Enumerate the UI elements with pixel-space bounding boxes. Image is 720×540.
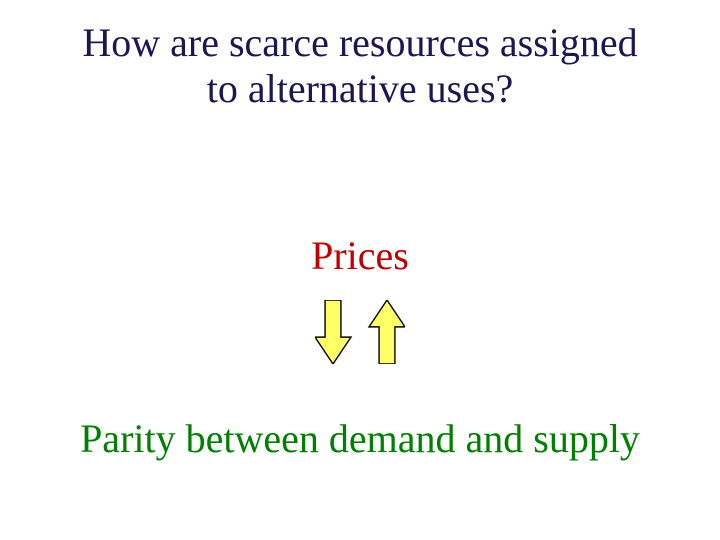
title-line-2: to alternative uses? <box>0 66 720 112</box>
parity-label: Parity between demand and supply <box>0 415 720 462</box>
slide: How are scarce resources assigned to alt… <box>0 0 720 540</box>
arrow-up-icon <box>369 300 405 364</box>
slide-title: How are scarce resources assigned to alt… <box>0 20 720 112</box>
prices-label: Prices <box>0 232 720 279</box>
title-line-1: How are scarce resources assigned <box>0 20 720 66</box>
arrows-group <box>0 300 720 369</box>
arrow-down-icon <box>315 300 351 364</box>
arrows-svg <box>315 300 405 364</box>
